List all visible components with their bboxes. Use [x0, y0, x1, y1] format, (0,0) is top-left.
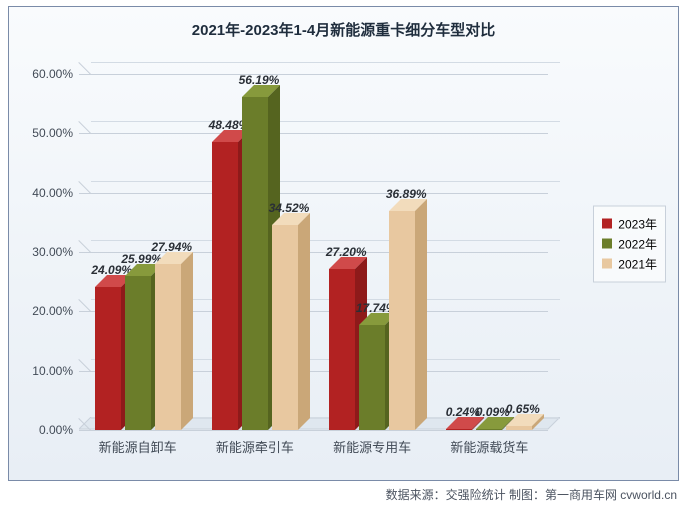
- bar: 0.65%: [506, 426, 532, 430]
- bar-front: [389, 211, 415, 430]
- value-label: 0.09%: [476, 405, 510, 419]
- y-axis-label: 40.00%: [32, 186, 79, 200]
- bar-front: [476, 429, 502, 430]
- bar-side: [181, 252, 193, 430]
- bar: 17.74%: [359, 325, 385, 430]
- bar: 24.09%: [95, 287, 121, 430]
- bar-side: [298, 213, 310, 430]
- value-label: 0.65%: [506, 402, 540, 416]
- gridline-diag: [78, 181, 91, 194]
- value-label: 36.89%: [386, 187, 427, 201]
- gridline-back: [91, 181, 560, 182]
- gridline: [79, 430, 548, 431]
- gridline-diag: [78, 121, 91, 134]
- bar-front: [155, 264, 181, 430]
- bar: 56.19%: [242, 97, 268, 430]
- legend-swatch: [602, 259, 612, 269]
- bar: 27.20%: [329, 269, 355, 430]
- value-label: 56.19%: [239, 73, 280, 87]
- gridline-diag: [78, 62, 91, 75]
- legend-item: 2021年: [602, 255, 657, 272]
- chart-frame: 2021年-2023年1-4月新能源重卡细分车型对比 0.00%10.00%20…: [8, 6, 679, 481]
- chart-title: 2021年-2023年1-4月新能源重卡细分车型对比: [9, 19, 678, 40]
- bar-side: [415, 199, 427, 430]
- footer-credit: 数据来源：交强险统计 制图：第一商用车网 cvworld.cn: [386, 486, 677, 503]
- chart-container: 2021年-2023年1-4月新能源重卡细分车型对比 0.00%10.00%20…: [0, 0, 689, 507]
- legend-label: 2022年: [618, 235, 657, 252]
- legend-item: 2023年: [602, 215, 657, 232]
- y-axis-label: 20.00%: [32, 304, 79, 318]
- gridline-back: [91, 62, 560, 63]
- bar: 48.48%: [212, 142, 238, 430]
- value-label: 27.94%: [151, 240, 192, 254]
- x-axis-label: 新能源自卸车: [99, 437, 177, 456]
- gridline-back: [91, 121, 560, 122]
- gridline: [79, 133, 548, 134]
- x-axis-label: 新能源专用车: [333, 437, 411, 456]
- legend-label: 2023年: [618, 215, 657, 232]
- legend-swatch: [602, 239, 612, 249]
- legend: 2023年 2022年 2021年: [593, 205, 666, 282]
- value-label: 0.24%: [446, 405, 480, 419]
- bar-front: [242, 97, 268, 430]
- gridline: [79, 193, 548, 194]
- bar-front: [272, 225, 298, 430]
- y-axis-label: 60.00%: [32, 67, 79, 81]
- value-label: 27.20%: [326, 245, 367, 259]
- bar-front: [329, 269, 355, 430]
- bar-front: [506, 426, 532, 430]
- bar: 34.52%: [272, 225, 298, 430]
- y-axis-label: 10.00%: [32, 364, 79, 378]
- gridline-diag: [78, 359, 91, 372]
- gridline-diag: [78, 299, 91, 312]
- bar-front: [125, 276, 151, 430]
- plot-area: 0.00%10.00%20.00%30.00%40.00%50.00%60.00…: [79, 62, 548, 430]
- bar: 25.99%: [125, 276, 151, 430]
- legend-label: 2021年: [618, 255, 657, 272]
- legend-item: 2022年: [602, 235, 657, 252]
- bar-front: [212, 142, 238, 430]
- x-axis-label: 新能源载货车: [450, 437, 528, 456]
- bar: 36.89%: [389, 211, 415, 430]
- y-axis-label: 50.00%: [32, 126, 79, 140]
- bar: 0.09%: [476, 429, 502, 430]
- bar-front: [95, 287, 121, 430]
- gridline: [79, 74, 548, 75]
- x-axis-label: 新能源牵引车: [216, 437, 294, 456]
- value-label: 34.52%: [269, 201, 310, 215]
- bar: 0.24%: [446, 429, 472, 430]
- y-axis-label: 30.00%: [32, 245, 79, 259]
- bar-front: [359, 325, 385, 430]
- legend-swatch: [602, 219, 612, 229]
- gridline-diag: [78, 240, 91, 253]
- y-axis-label: 0.00%: [39, 423, 79, 437]
- bar: 27.94%: [155, 264, 181, 430]
